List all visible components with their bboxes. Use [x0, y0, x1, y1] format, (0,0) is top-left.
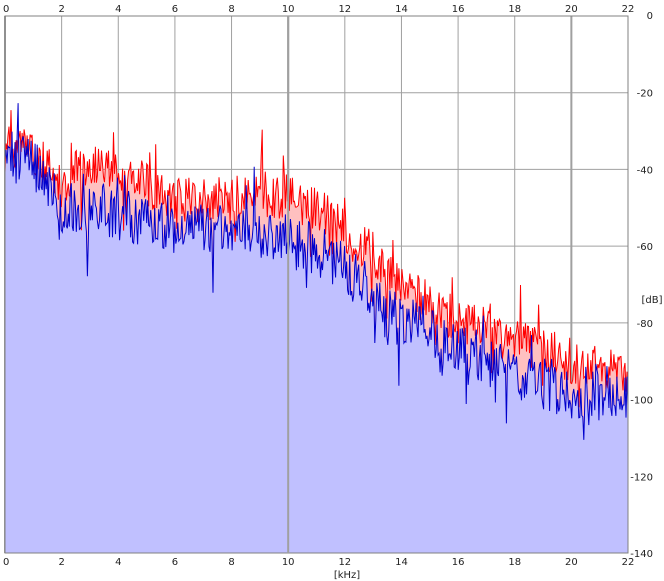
y-tick-label: -40	[637, 165, 653, 176]
x-tick-labels-top: 0 2 4 6 8 10 12 14 16 18 20 22	[3, 4, 634, 15]
x-tick-label-bottom: 12	[338, 557, 351, 568]
x-tick-label-bottom: 8	[228, 557, 234, 568]
y-tick-label: -20	[637, 89, 653, 100]
blue-spectrum-line	[4, 103, 629, 440]
plot-border	[4, 15, 629, 554]
x-axis-label: [kHz]	[334, 570, 360, 581]
x-tick-label-bottom: 22	[622, 557, 635, 568]
x-tick-label-bottom: 10	[282, 557, 295, 568]
x-tick-label-bottom: 20	[565, 557, 578, 568]
y-tick-label: -140	[630, 549, 653, 560]
x-tick-label-bottom: 14	[395, 557, 408, 568]
x-tick-label-top: 6	[172, 4, 178, 15]
y-tick-label: 0	[647, 11, 653, 22]
y-tick-label: -60	[637, 242, 653, 253]
x-tick-labels-bottom: 0 2 4 6 8 10 12 14 16 18 20 22	[3, 557, 634, 568]
x-tick-label-bottom: 4	[115, 557, 121, 568]
spectrum-lines	[4, 103, 629, 440]
x-tick-label-top: 2	[58, 4, 64, 15]
x-tick-label-top: 14	[395, 4, 408, 15]
x-tick-label-bottom: 18	[508, 557, 521, 568]
x-tick-label-top: 8	[228, 4, 234, 15]
x-tick-label-top: 10	[282, 4, 295, 15]
blue-spectrum-fill	[5, 103, 628, 553]
y-tick-label: -80	[637, 319, 653, 330]
x-tick-label-bottom: 6	[172, 557, 178, 568]
spectrum-fills	[5, 103, 628, 553]
y-tick-label: -120	[630, 472, 653, 483]
x-tick-label-bottom: 2	[58, 557, 64, 568]
x-tick-label-top: 0	[3, 4, 9, 15]
x-tick-label-top: 22	[622, 4, 635, 15]
red-spectrum-line	[4, 110, 629, 408]
y-tick-label: -100	[630, 396, 653, 407]
x-tick-label-top: 20	[565, 4, 578, 15]
x-tick-label-top: 18	[508, 4, 521, 15]
x-tick-label-top: 16	[452, 4, 465, 15]
x-tick-label-top: 12	[338, 4, 351, 15]
plot-frame	[4, 15, 629, 554]
x-tick-label-top: 4	[115, 4, 121, 15]
x-tick-label-bottom: 0	[3, 557, 9, 568]
y-tick-labels: 0 -20 -40 -60 -80 -100 -120 -140	[630, 11, 653, 560]
x-tick-label-bottom: 16	[452, 557, 465, 568]
y-axis-label: [dB]	[641, 295, 662, 306]
